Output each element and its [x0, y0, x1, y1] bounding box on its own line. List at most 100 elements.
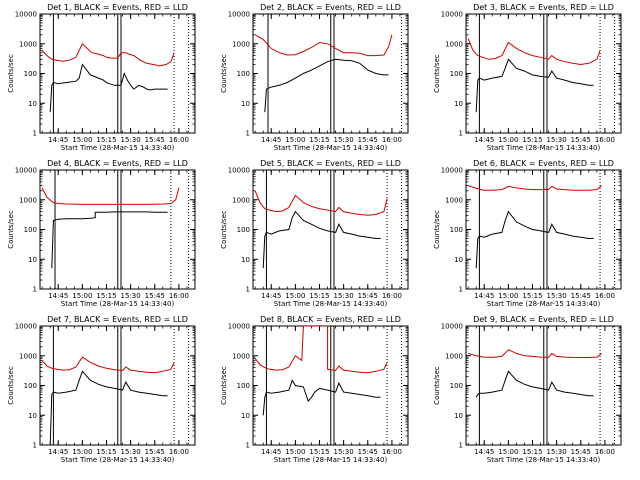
x-axis-label: Start Time (28-Mar-15 14:33:40) — [61, 144, 175, 152]
x-tick-label: 15:15 — [309, 292, 329, 300]
x-tick-label: 16:00 — [595, 292, 615, 300]
y-tick-label: 10000 — [441, 323, 463, 331]
y-tick-label: 10000 — [15, 323, 37, 331]
x-tick-label: 16:00 — [595, 448, 615, 456]
lld-series-line — [41, 187, 180, 205]
events-series-line — [475, 210, 594, 269]
y-tick-label: 10 — [28, 412, 37, 420]
panel-title: Det 9, BLACK = Events, RED = LLD — [473, 315, 614, 324]
events-series-line — [51, 211, 168, 269]
x-tick-label: 15:45 — [145, 448, 165, 456]
x-tick-label: 15:15 — [96, 448, 116, 456]
x-tick-label: 15:15 — [309, 448, 329, 456]
x-tick-label: 15:45 — [145, 136, 165, 144]
y-tick-label: 1 — [33, 286, 37, 294]
x-tick-label: 16:00 — [382, 292, 402, 300]
x-axis-label: Start Time (28-Mar-15 14:33:40) — [487, 300, 601, 308]
panel-title: Det 5, BLACK = Events, RED = LLD — [260, 159, 401, 168]
y-tick-label: 1 — [33, 442, 37, 450]
x-tick-label: 15:00 — [498, 136, 518, 144]
x-tick-label: 14:45 — [48, 292, 68, 300]
y-tick-label: 10 — [454, 256, 463, 264]
events-series-line — [262, 379, 381, 416]
x-tick-label: 16:00 — [382, 136, 402, 144]
y-tick-label: 1 — [246, 286, 250, 294]
y-tick-label: 1 — [459, 442, 463, 450]
panel-title: Det 8, BLACK = Events, RED = LLD — [260, 315, 401, 324]
x-tick-label: 15:00 — [72, 292, 92, 300]
y-tick-label: 10000 — [228, 323, 250, 331]
lld-series-line — [254, 34, 393, 57]
y-tick-label: 1000 — [232, 40, 250, 48]
panel-det-6: 1 10 100 1000 10000 14:45 15:00 15:15 15:30 15:45… — [433, 159, 622, 308]
y-tick-label: 10 — [241, 100, 250, 108]
x-tick-label: 15:30 — [547, 136, 567, 144]
x-tick-label: 14:45 — [474, 448, 494, 456]
lld-series-line — [41, 356, 175, 374]
x-axis-label: Start Time (28-Mar-15 14:33:40) — [487, 144, 601, 152]
panel-det-7: 1 10 100 1000 10000 14:45 15:00 15:15 15:30 15:45… — [7, 315, 196, 464]
x-tick-label: 14:45 — [474, 136, 494, 144]
x-tick-label: 15:15 — [309, 136, 329, 144]
events-series-line — [49, 370, 168, 445]
panel-det-9: 1 10 100 1000 10000 14:45 15:00 15:15 15:30 15:45… — [433, 315, 622, 464]
lld-series-line — [254, 190, 388, 216]
x-tick-label: 15:45 — [358, 448, 378, 456]
y-axis-label: Counts/sec — [433, 54, 441, 93]
panel-title: Det 7, BLACK = Events, RED = LLD — [47, 315, 188, 324]
x-tick-label: 15:45 — [571, 292, 591, 300]
x-tick-label: 15:30 — [121, 448, 141, 456]
panel-title: Det 2, BLACK = Events, RED = LLD — [260, 3, 401, 12]
x-tick-label: 15:00 — [72, 136, 92, 144]
y-tick-label: 1000 — [445, 196, 463, 204]
y-tick-label: 1000 — [19, 196, 37, 204]
x-tick-label: 15:15 — [522, 292, 542, 300]
y-tick-label: 1000 — [232, 196, 250, 204]
y-tick-label: 10 — [241, 412, 250, 420]
y-tick-label: 100 — [450, 70, 463, 78]
x-tick-label: 15:00 — [498, 448, 518, 456]
y-tick-label: 10000 — [15, 11, 37, 19]
events-series-line — [49, 63, 168, 113]
x-tick-label: 14:45 — [261, 292, 281, 300]
panel-det-4: 1 10 100 1000 10000 14:45 15:00 15:15 15:30 15:45… — [7, 159, 196, 308]
x-tick-label: 14:45 — [261, 136, 281, 144]
x-axis-label: Start Time (28-Mar-15 14:33:40) — [61, 300, 175, 308]
y-tick-label: 100 — [450, 382, 463, 390]
y-tick-label: 100 — [24, 70, 37, 78]
x-tick-label: 15:15 — [522, 448, 542, 456]
y-axis-label: Counts/sec — [220, 210, 228, 249]
x-axis-label: Start Time (28-Mar-15 14:33:40) — [274, 456, 388, 464]
x-tick-label: 16:00 — [169, 292, 189, 300]
x-tick-label: 14:45 — [48, 136, 68, 144]
y-tick-label: 100 — [24, 382, 37, 390]
y-tick-label: 1000 — [445, 40, 463, 48]
y-axis-label: Counts/sec — [7, 210, 15, 249]
y-axis-label: Counts/sec — [7, 54, 15, 93]
y-tick-label: 1000 — [445, 352, 463, 360]
panel-det-8: 1 10 100 1000 10000 14:45 15:00 15:15 15:30 15:45… — [220, 315, 409, 464]
x-tick-label: 15:30 — [547, 448, 567, 456]
lld-series-line — [467, 349, 603, 358]
x-tick-label: 15:30 — [547, 292, 567, 300]
y-tick-label: 10 — [28, 100, 37, 108]
panel-det-3: 1 10 100 1000 10000 14:45 15:00 15:15 15:30 15:45… — [433, 3, 622, 152]
x-tick-label: 15:30 — [334, 292, 354, 300]
y-tick-label: 10 — [241, 256, 250, 264]
x-tick-label: 15:15 — [96, 292, 116, 300]
lld-series-line — [254, 326, 388, 374]
y-tick-label: 1000 — [19, 352, 37, 360]
events-series-line — [475, 58, 594, 113]
x-tick-label: 15:00 — [285, 448, 305, 456]
y-axis-label: Counts/sec — [7, 366, 15, 405]
x-tick-label: 15:45 — [358, 136, 378, 144]
x-tick-label: 14:45 — [261, 448, 281, 456]
y-axis-label: Counts/sec — [220, 54, 228, 93]
x-tick-label: 15:00 — [72, 448, 92, 456]
events-series-line — [264, 58, 389, 113]
y-tick-label: 1 — [459, 130, 463, 138]
y-tick-label: 10 — [454, 100, 463, 108]
y-tick-label: 10000 — [228, 11, 250, 19]
panel-det-1: 1 10 100 1000 10000 14:45 15:00 15:15 15:30 15:45… — [7, 3, 196, 152]
x-tick-label: 15:00 — [285, 292, 305, 300]
